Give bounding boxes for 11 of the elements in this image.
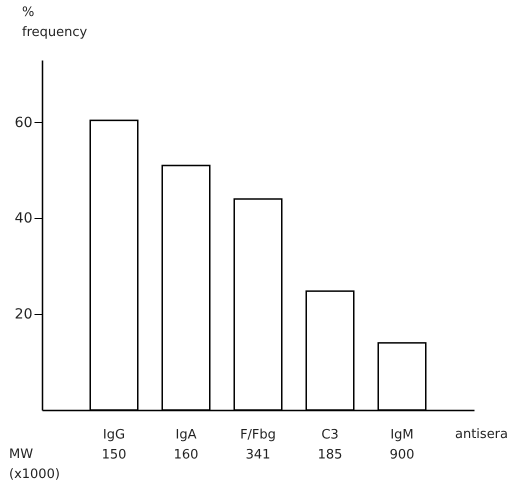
x-tick-label: F/Fbg 341 (240, 428, 276, 462)
x-tick-label: IgM 900 (390, 428, 414, 462)
y-tick-label: 60 (14, 114, 32, 131)
x-tick-label: C3 185 (318, 428, 342, 462)
text: MW (x1000) (9, 447, 60, 482)
y-axis-title: % frequency (22, 5, 88, 40)
y-tick-label: 20 (14, 306, 32, 323)
x-tick-label: IgG 150 (102, 428, 126, 462)
y-tick-label: 40 (14, 210, 32, 227)
x-tick-label: IgA 160 (174, 428, 198, 462)
x-axis-title: antisera (455, 427, 508, 442)
